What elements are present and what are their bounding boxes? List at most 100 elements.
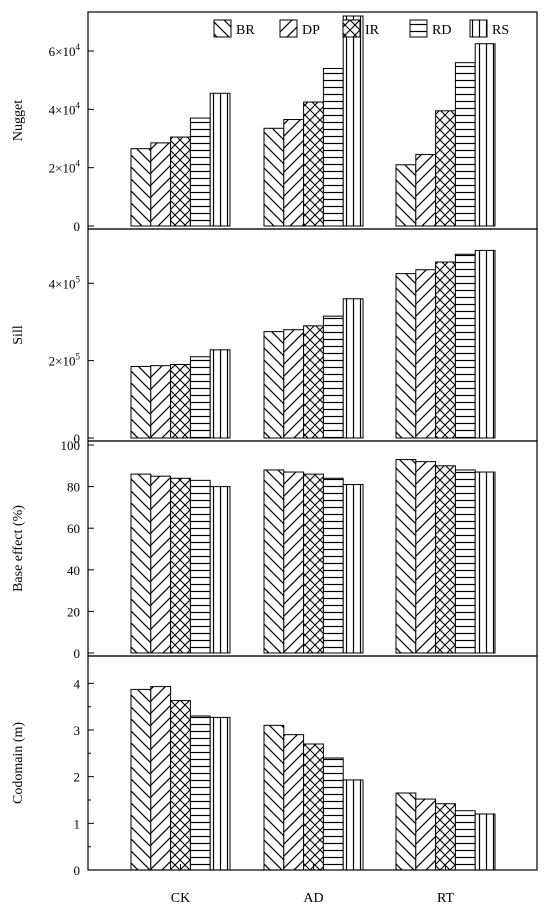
- x-category-labels: CK AD RT: [171, 864, 454, 906]
- bar-rd-ck: [189, 356, 211, 439]
- bar-rd-rt: [454, 253, 476, 439]
- legend-swatch: [469, 19, 488, 38]
- bar-ir-rt: [435, 261, 456, 439]
- panel-4: 0 1 2 3 4 Codomain (m): [11, 655, 538, 878]
- legend-label: BR: [236, 23, 255, 38]
- bar-rd-ad: [322, 477, 344, 654]
- bar-rs-ad: [342, 298, 364, 439]
- bar-br-ad: [263, 127, 285, 227]
- panel-2: 0 2×105 4×105 Sill: [11, 228, 538, 446]
- y-tick-label: 4×104: [49, 100, 81, 117]
- bar-ir-rt: [435, 110, 456, 227]
- bar-ir-ck: [170, 364, 191, 439]
- y-tick-label: 6×104: [49, 42, 81, 59]
- y-tick-label: 20: [67, 604, 80, 619]
- y-tick-label: 0: [74, 646, 81, 661]
- legend-swatch: [279, 19, 298, 38]
- bar-dp-ck: [150, 142, 172, 227]
- panel-1: 0 2×104 4×104 6×104 Nugget: [11, 11, 538, 234]
- bar-rd-ck: [189, 117, 211, 227]
- bar-rs-rt: [474, 471, 496, 654]
- bar-dp-rt: [415, 269, 437, 439]
- x-category-label: CK: [171, 891, 190, 906]
- y-tick-label: 0: [74, 431, 81, 446]
- bar-br-ck: [130, 148, 152, 227]
- legend-item-rd: RD: [409, 19, 451, 38]
- bar-br-rt: [395, 164, 417, 227]
- bar-ir-rt: [435, 803, 456, 871]
- chart-panels: 0 2×104 4×104 6×104 Nugget 0 2×105 4×105 Sill 0 20…: [11, 11, 538, 878]
- bar-rs-ck: [209, 349, 231, 439]
- bar-dp-rt: [415, 461, 437, 654]
- y-tick-label: 1: [74, 816, 81, 831]
- legend-item-dp: DP: [279, 19, 320, 38]
- bar-rs-ck: [209, 486, 231, 654]
- y-axis-title: Codomain (m): [11, 722, 26, 804]
- bar-br-rt: [395, 792, 417, 871]
- panel-frame: [87, 655, 538, 871]
- bar-br-ad: [263, 469, 285, 654]
- x-category-label: AD: [303, 891, 323, 906]
- legend-label: IR: [365, 23, 380, 38]
- bar-dp-ad: [283, 329, 305, 439]
- bar-ir-ck: [170, 700, 191, 871]
- legend-item-br: BR: [213, 19, 255, 38]
- panel-3: 0 20 40 60 80 100 Base effect (%): [11, 438, 538, 661]
- y-tick-label: 80: [67, 480, 80, 495]
- bar-rd-rt: [454, 810, 476, 871]
- x-category-label: RT: [437, 891, 454, 906]
- bar-br-ck: [130, 688, 152, 871]
- y-tick-label: 4: [74, 676, 81, 691]
- bar-ir-ad: [303, 325, 324, 439]
- bar-br-ck: [130, 473, 152, 654]
- bar-ir-ad: [303, 743, 324, 871]
- bar-rs-rt: [474, 813, 496, 871]
- bar-dp-ad: [283, 734, 305, 871]
- bar-ir-ck: [170, 477, 191, 654]
- bar-br-ad: [263, 331, 285, 439]
- y-axis-title: Nugget: [11, 100, 26, 141]
- bar-rd-ck: [189, 715, 211, 871]
- bar-dp-ck: [150, 475, 172, 654]
- legend-swatch: [213, 19, 232, 38]
- bar-dp-rt: [415, 154, 437, 227]
- bar-dp-ad: [283, 471, 305, 654]
- bar-rd-ck: [189, 479, 211, 654]
- y-tick-label: 2×104: [49, 159, 81, 176]
- bar-ir-ad: [303, 101, 324, 227]
- bar-br-ad: [263, 724, 285, 871]
- bar-dp-rt: [415, 798, 437, 871]
- bar-dp-ad: [283, 119, 305, 227]
- y-tick-label: 3: [74, 723, 81, 738]
- y-tick-label: 4×105: [49, 274, 81, 291]
- legend-label: RD: [432, 23, 451, 38]
- bar-rs-rt: [474, 43, 496, 227]
- legend-swatch: [409, 19, 428, 38]
- bar-ir-ck: [170, 136, 191, 227]
- y-tick-label: 40: [67, 563, 80, 578]
- legend-item-ir: IR: [342, 19, 380, 38]
- bar-ir-ad: [303, 473, 324, 654]
- bar-br-rt: [395, 459, 417, 654]
- y-tick-label: 0: [74, 863, 81, 878]
- bar-rs-ad: [342, 15, 364, 227]
- bar-br-rt: [395, 273, 417, 439]
- y-tick-label: 0: [74, 219, 81, 234]
- legend-label: RS: [492, 23, 509, 38]
- y-tick-label: 60: [67, 521, 80, 536]
- legend-swatch: [342, 19, 361, 38]
- bar-dp-ck: [150, 686, 172, 871]
- bar-ir-rt: [435, 465, 456, 654]
- bar-rs-ad: [342, 484, 364, 654]
- legend-label: DP: [302, 23, 320, 38]
- bar-rs-ck: [209, 92, 231, 227]
- bar-rs-ck: [209, 716, 231, 871]
- bar-rs-ad: [342, 779, 364, 871]
- bar-rd-rt: [454, 62, 476, 227]
- bar-rd-ad: [322, 315, 344, 439]
- legend-item-rs: RS: [469, 19, 509, 38]
- y-tick-label: 2×105: [49, 352, 81, 369]
- chart-legend: BR DP IR RD RS: [213, 19, 509, 38]
- y-axis-title: Sill: [11, 325, 26, 345]
